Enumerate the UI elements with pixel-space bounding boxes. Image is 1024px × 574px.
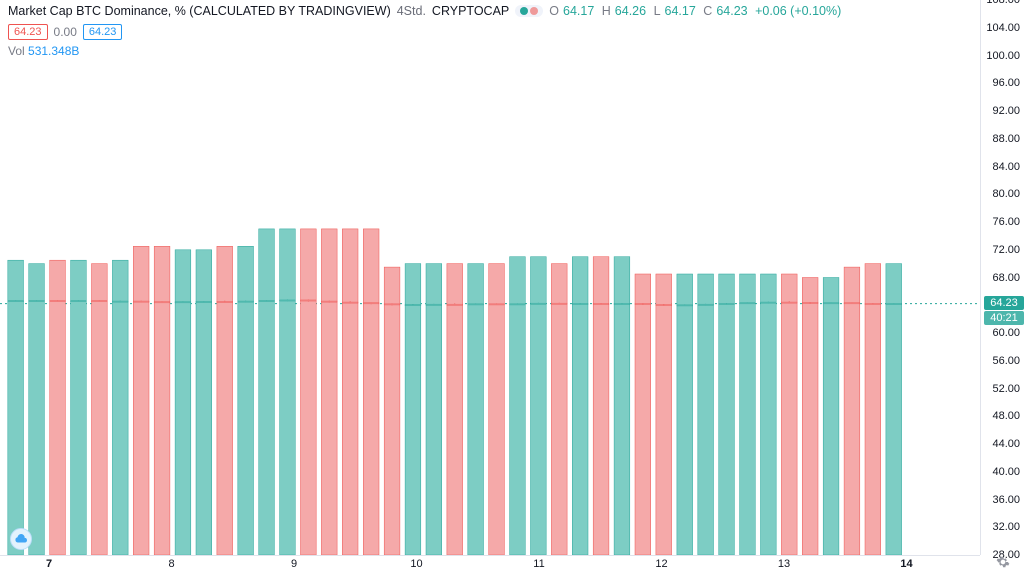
ohlc-readout: O64.17 H64.26 L64.17 C64.23 +0.06 (+0.10… — [549, 4, 845, 18]
y-tick: 72.00 — [992, 244, 1020, 256]
y-tick: 32.00 — [992, 521, 1020, 533]
chart-container: Market Cap BTC Dominance, % (CALCULATED … — [0, 0, 1024, 574]
ask-pill: 64.23 — [83, 24, 123, 40]
x-tick: 13 — [778, 558, 790, 570]
countdown-tag: 40:21 — [984, 311, 1024, 325]
y-tick: 60.00 — [992, 327, 1020, 339]
volume-readout: Vol 531.348B — [8, 44, 79, 58]
y-tick: 68.00 — [992, 272, 1020, 284]
exchange-label: CRYPTOCAP — [432, 4, 509, 18]
symbol-title: Market Cap BTC Dominance, % (CALCULATED … — [8, 4, 391, 18]
last-price-tag: 64.23 — [984, 296, 1024, 310]
y-tick: 52.00 — [992, 383, 1020, 395]
y-tick: 76.00 — [992, 216, 1020, 228]
chart-plot[interactable] — [0, 0, 980, 555]
y-tick: 36.00 — [992, 494, 1020, 506]
y-tick: 92.00 — [992, 105, 1020, 117]
y-tick: 44.00 — [992, 438, 1020, 450]
series-legend-icon — [515, 5, 543, 17]
y-tick: 108.00 — [986, 0, 1020, 6]
y-tick: 104.00 — [986, 22, 1020, 34]
y-tick: 40.00 — [992, 466, 1020, 478]
x-tick: 8 — [168, 558, 174, 570]
settings-icon[interactable] — [996, 555, 1010, 572]
y-tick: 80.00 — [992, 188, 1020, 200]
timeframe-label: 4Std. — [397, 4, 426, 18]
y-tick: 100.00 — [986, 50, 1020, 62]
price-axis[interactable]: 108.00 104.00 100.00 96.00 92.00 88.00 84.00 80… — [980, 0, 1024, 555]
x-tick: 10 — [410, 558, 422, 570]
x-tick: 11 — [533, 558, 544, 570]
bid-pill: 64.23 — [8, 24, 48, 40]
price-pill-row: 64.23 0.00 64.23 — [8, 24, 122, 40]
publish-idea-icon[interactable] — [10, 528, 32, 550]
symbol-header: Market Cap BTC Dominance, % (CALCULATED … — [8, 4, 845, 18]
spread-value: 0.00 — [54, 25, 77, 39]
x-tick: 9 — [291, 558, 297, 570]
x-tick: 7 — [46, 558, 52, 570]
x-tick: 14 — [900, 558, 912, 570]
y-tick: 96.00 — [992, 77, 1020, 89]
y-tick: 88.00 — [992, 133, 1020, 145]
time-axis[interactable]: 7 8 9 10 11 12 13 14 — [0, 555, 980, 574]
x-tick: 12 — [655, 558, 667, 570]
y-tick: 56.00 — [992, 355, 1020, 367]
y-tick: 84.00 — [992, 161, 1020, 173]
y-tick: 48.00 — [992, 410, 1020, 422]
